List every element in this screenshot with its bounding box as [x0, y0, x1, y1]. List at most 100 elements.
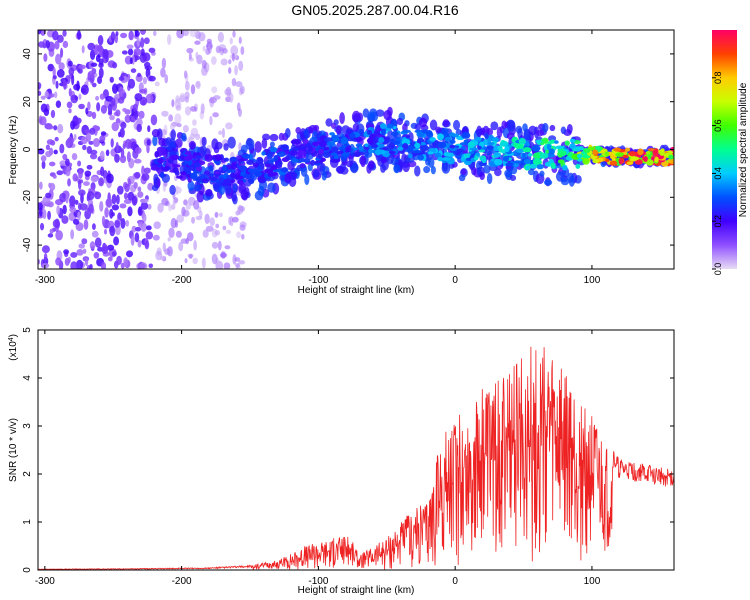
- noise-blob: [139, 88, 147, 94]
- band-blob: [476, 125, 483, 138]
- band-blob: [402, 142, 409, 150]
- band-blob: [325, 118, 333, 127]
- noise-blob: [222, 225, 227, 231]
- noise-blob: [55, 100, 62, 109]
- noise-blob: [217, 31, 225, 43]
- noise-blob: [111, 204, 120, 211]
- band-blob: [401, 129, 411, 133]
- noise-blob: [225, 86, 232, 97]
- noise-blob: [171, 99, 175, 108]
- band-blob: [269, 133, 279, 142]
- band-blob: [355, 136, 363, 142]
- noise-blob: [110, 138, 114, 148]
- band-blob: [634, 158, 643, 165]
- band-blob: [229, 156, 238, 162]
- noise-blob: [180, 238, 188, 244]
- band-blob: [523, 158, 531, 165]
- noise-blob: [43, 108, 50, 116]
- noise-blob: [157, 202, 164, 213]
- noise-blob: [179, 92, 186, 99]
- band-blob: [304, 128, 310, 140]
- band-blob: [294, 138, 301, 145]
- noise-blob: [147, 203, 152, 210]
- noise-blob: [211, 241, 219, 249]
- band-blob: [576, 153, 583, 159]
- noise-blob: [235, 81, 243, 88]
- colorbar-tick-label: 0.2: [713, 215, 723, 228]
- noise-blob: [238, 205, 246, 212]
- noise-blob: [155, 250, 163, 261]
- noise-blob: [167, 34, 172, 46]
- noise-blob: [126, 44, 134, 50]
- noise-blob: [168, 203, 172, 212]
- band-blob: [271, 165, 278, 170]
- band-blob: [318, 140, 328, 148]
- noise-blob: [42, 209, 47, 220]
- band-blob: [267, 182, 276, 193]
- band-blob: [312, 141, 319, 147]
- band-blob: [189, 172, 198, 180]
- band-blob: [637, 148, 644, 156]
- band-blob: [304, 174, 310, 186]
- noise-blob: [80, 136, 88, 145]
- band-blob: [660, 148, 665, 152]
- noise-blob: [76, 30, 82, 40]
- band-blob: [624, 147, 631, 152]
- band-blob: [384, 136, 391, 142]
- noise-blob: [140, 48, 145, 57]
- noise-blob: [185, 203, 191, 210]
- noise-blob: [69, 207, 77, 213]
- noise-blob: [236, 231, 242, 239]
- band-blob: [184, 151, 192, 156]
- noise-blob: [109, 115, 115, 121]
- band-blob: [668, 158, 674, 164]
- noise-blob: [119, 154, 127, 164]
- noise-blob: [201, 59, 207, 69]
- noise-blob: [56, 170, 64, 176]
- band-blob: [527, 153, 533, 157]
- band-blob: [308, 145, 313, 152]
- noise-blob: [52, 174, 57, 179]
- band-blob: [374, 148, 382, 156]
- band-blob: [479, 171, 485, 181]
- noise-blob: [121, 50, 128, 55]
- noise-blob: [100, 131, 107, 136]
- noise-blob: [174, 113, 182, 124]
- noise-blob: [238, 142, 242, 152]
- noise-blob: [141, 165, 145, 176]
- noise-blob: [50, 109, 56, 119]
- colorbar-label: Normalized spectral amplitude: [738, 82, 749, 217]
- band-blob: [610, 154, 616, 160]
- band-blob: [352, 123, 360, 132]
- x-tick-label: -300: [35, 275, 55, 286]
- band-blob: [451, 133, 460, 138]
- noise-blob: [161, 57, 167, 69]
- band-blob: [351, 110, 361, 123]
- noise-blob: [117, 185, 124, 195]
- noise-blob: [89, 263, 93, 269]
- noise-blob: [38, 30, 42, 35]
- band-blob: [628, 151, 636, 157]
- band-blob: [323, 147, 330, 151]
- band-blob: [481, 157, 487, 164]
- band-blob: [449, 139, 456, 144]
- noise-blob: [214, 229, 221, 236]
- band-blob: [263, 168, 273, 174]
- noise-blob: [81, 45, 85, 54]
- noise-blob: [228, 67, 232, 74]
- band-blob: [414, 165, 421, 177]
- x-tick-label: 100: [584, 576, 601, 587]
- band-blob: [414, 142, 421, 149]
- band-blob: [515, 125, 523, 134]
- noise-blob: [120, 32, 128, 39]
- noise-blob: [137, 186, 142, 192]
- band-blob: [208, 165, 214, 172]
- noise-blob: [190, 84, 196, 95]
- figure-title: GN05.2025.287.00.04.R16: [291, 2, 459, 18]
- band-blob: [441, 127, 449, 134]
- noise-blob: [183, 70, 188, 79]
- band-blob: [572, 148, 578, 152]
- noise-blob: [206, 38, 212, 44]
- noise-blob: [205, 47, 211, 56]
- band-blob: [654, 156, 659, 163]
